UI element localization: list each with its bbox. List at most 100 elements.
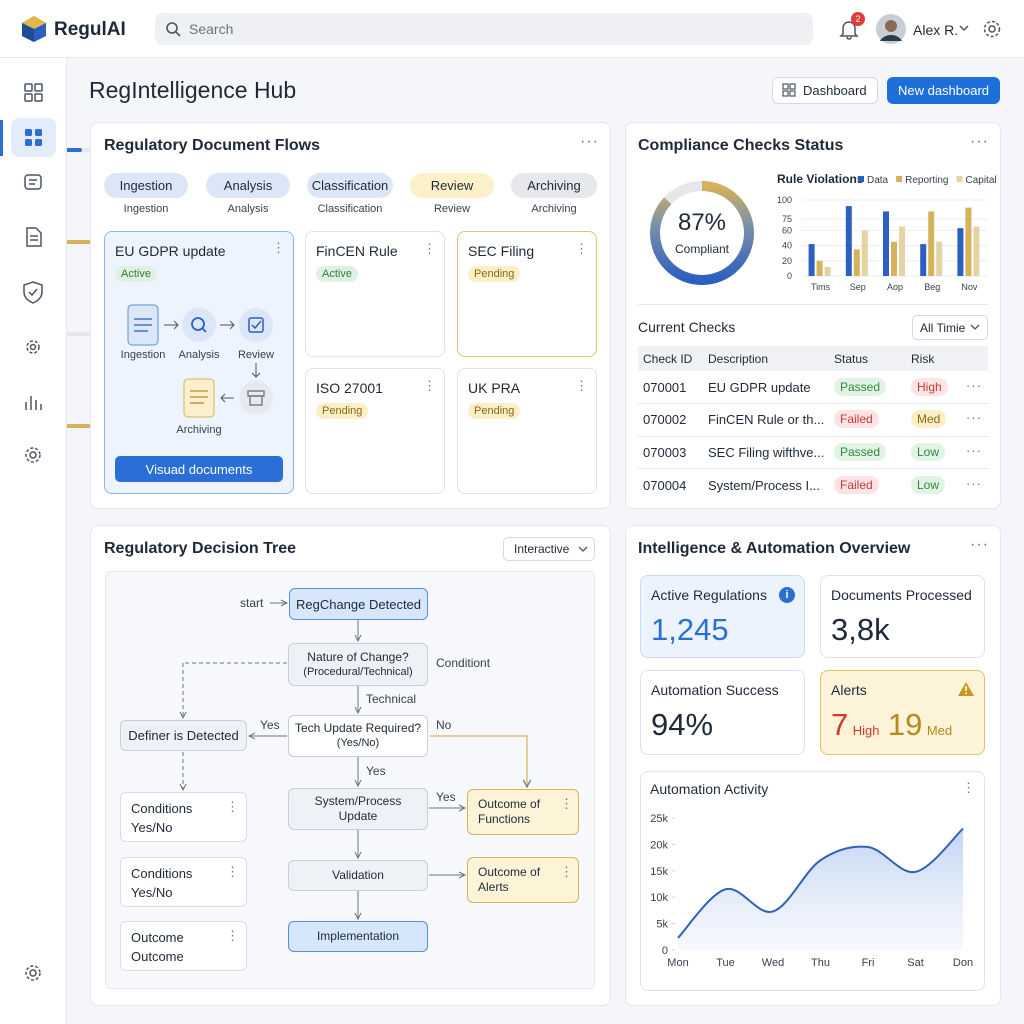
flow-card[interactable]: [457, 231, 597, 357]
mode-dropdown[interactable]: [503, 537, 595, 561]
alerts-card[interactable]: Alerts 7 High 19 Med: [820, 670, 985, 755]
tree-node[interactable]: Outcome of Alerts: [467, 857, 579, 903]
column-header: Description: [708, 352, 769, 366]
kpi-card[interactable]: Automation Success 94%: [640, 670, 805, 755]
sidebar-active-bar: [0, 120, 3, 156]
row-menu[interactable]: ···: [966, 476, 982, 491]
card-title: SEC Filing: [468, 243, 535, 259]
x-tick-label: Mon: [667, 957, 688, 969]
card-status: Active: [316, 266, 358, 282]
side-card-menu[interactable]: ⋮: [226, 864, 240, 879]
tree-node[interactable]: RegChange Detected: [289, 588, 428, 620]
info-icon[interactable]: i: [779, 587, 795, 603]
card-menu[interactable]: ⋮: [423, 378, 437, 393]
x-tick-label: Tims: [811, 282, 831, 292]
stage-pill[interactable]: Archiving: [511, 173, 597, 198]
edge-label: Yes: [260, 718, 280, 732]
card-menu[interactable]: ⋮: [962, 780, 976, 795]
tree-node[interactable]: Validation: [288, 860, 428, 891]
kpi-label: Automation Success: [651, 682, 779, 698]
edge-label: Yes: [366, 764, 386, 778]
side-card[interactable]: [120, 921, 247, 971]
logo: [22, 16, 46, 42]
kpi-card[interactable]: Active Regulations 1,245 i: [640, 575, 805, 658]
card-menu[interactable]: ⋮: [272, 240, 286, 255]
legend-swatch: [896, 176, 903, 182]
stage-caption: Review: [433, 203, 471, 215]
row-menu[interactable]: ···: [966, 443, 982, 458]
flow-card[interactable]: [457, 368, 597, 494]
tree-node[interactable]: Definer is Detected: [120, 720, 247, 751]
bar: [853, 249, 860, 276]
donut-value: 87%: [678, 209, 726, 236]
panel-menu[interactable]: ···: [970, 536, 989, 553]
stage-pill[interactable]: Analysis: [206, 173, 290, 198]
card-menu[interactable]: ⋮: [423, 241, 437, 256]
tree-node[interactable]: Implementation: [288, 921, 428, 952]
alerts-med-label: Med: [926, 723, 953, 738]
panel-menu[interactable]: ···: [970, 133, 989, 150]
card-button[interactable]: Visuad documents: [115, 456, 283, 482]
kpi-label: Documents Processed: [831, 587, 972, 603]
bar: [936, 241, 943, 276]
node-text: Tech Update Required?: [294, 721, 422, 735]
status-badge: Passed: [834, 443, 887, 461]
step-label: Analysis: [178, 349, 220, 361]
avatar[interactable]: [876, 14, 906, 44]
card-status: Pending: [316, 403, 369, 419]
x-tick-label: Fri: [862, 957, 875, 969]
node-text: Implementation: [316, 929, 400, 943]
side-card-menu[interactable]: ⋮: [226, 799, 240, 814]
kpi-card[interactable]: Documents Processed 3,8k: [820, 575, 985, 658]
kpi-value: 3,8k: [831, 612, 890, 647]
node-menu[interactable]: ⋮: [560, 864, 574, 879]
x-tick-label: Aop: [887, 282, 903, 292]
stage-pill[interactable]: Classification: [307, 173, 393, 198]
node-menu[interactable]: ⋮: [560, 796, 574, 811]
row-divider: [638, 436, 988, 437]
x-tick-label: Don: [953, 957, 973, 969]
side-card-menu[interactable]: ⋮: [226, 928, 240, 943]
stage-pill[interactable]: Ingestion: [104, 173, 188, 198]
panel-menu[interactable]: ···: [580, 133, 599, 150]
x-tick-label: Tue: [716, 957, 735, 969]
alerts-med: 19: [887, 707, 923, 742]
flow-card[interactable]: [305, 368, 445, 494]
y-tick-label: 20: [782, 256, 792, 266]
risk-badge: Low: [911, 443, 946, 461]
filter-chevron: [970, 324, 980, 330]
search-box[interactable]: [155, 13, 813, 45]
tree-node[interactable]: Tech Update Required? (Yes/No): [288, 715, 428, 757]
side-card[interactable]: [120, 792, 247, 842]
filter-dropdown[interactable]: [912, 315, 988, 340]
user-name[interactable]: Alex R.: [913, 22, 959, 38]
card-menu[interactable]: ⋮: [575, 378, 589, 393]
tree-node[interactable]: Outcome of Functions: [467, 789, 579, 835]
node-subtext: (Procedural/Technical): [303, 665, 413, 678]
tree-node[interactable]: Nature of Change? (Procedural/Technical): [288, 643, 428, 686]
row-menu[interactable]: ···: [966, 410, 982, 425]
edge-label: Technical: [366, 692, 417, 706]
kpi-label: Active Regulations: [651, 587, 767, 603]
legend-label: Reporting: [905, 175, 948, 186]
tree-node[interactable]: System/Process Update: [288, 788, 428, 830]
column-header: Check ID: [643, 352, 693, 366]
card-status: Pending: [468, 403, 521, 419]
card-menu[interactable]: ⋮: [575, 241, 589, 256]
stage-caption: Ingestion: [123, 203, 169, 215]
x-tick-label: Beg: [924, 282, 940, 292]
row-menu[interactable]: ···: [966, 378, 982, 393]
side-card[interactable]: [120, 857, 247, 907]
panel-title: Intelligence & Automation Overview: [638, 540, 911, 557]
node-text: Update: [338, 809, 378, 823]
stage-pill[interactable]: Review: [410, 173, 494, 198]
flow-card[interactable]: [305, 231, 445, 357]
node-text: Outcome of: [478, 865, 541, 879]
bar: [883, 211, 889, 276]
new-dashboard-button[interactable]: New dashboard: [887, 77, 1000, 104]
y-tick-label: 0: [662, 945, 668, 957]
stage-caption: Analysis: [227, 203, 269, 215]
donut-caption: Compliant: [675, 242, 730, 256]
settings-icon[interactable]: [982, 19, 1002, 39]
y-tick-label: 5k: [656, 919, 668, 931]
